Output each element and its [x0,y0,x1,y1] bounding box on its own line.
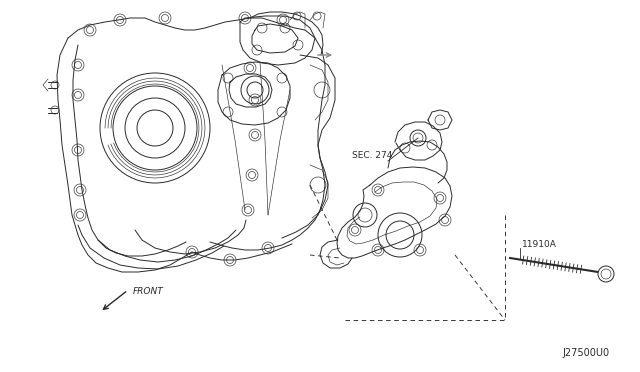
Text: FRONT: FRONT [133,288,164,296]
Text: J27500U0: J27500U0 [563,348,610,358]
Circle shape [598,266,614,282]
Text: 11910A: 11910A [522,240,557,248]
Text: SEC. 274: SEC. 274 [352,151,392,160]
